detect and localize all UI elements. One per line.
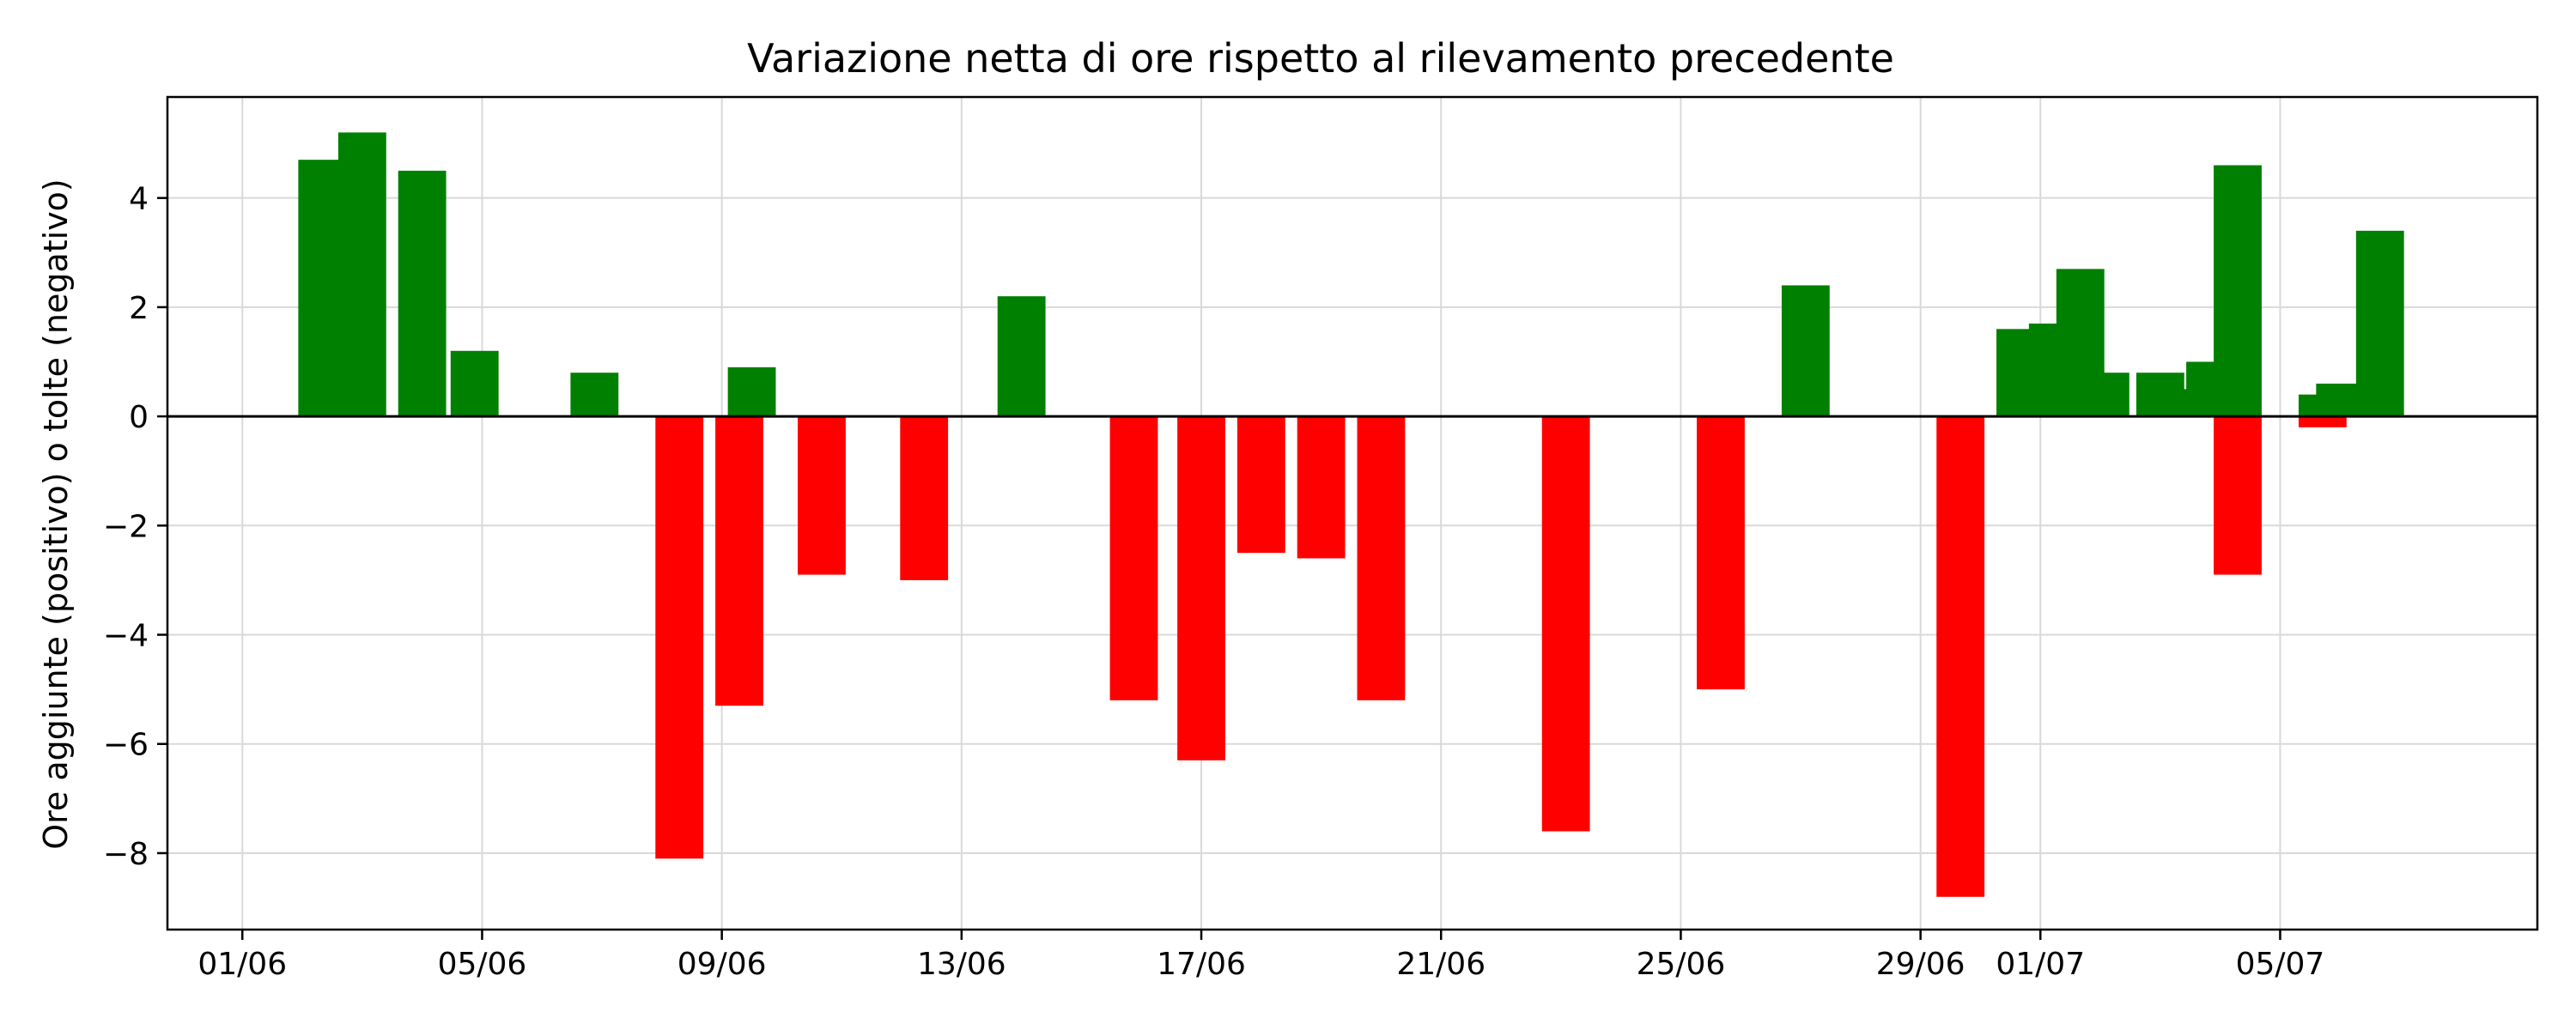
y-tick-label: −8 (103, 837, 149, 872)
bar (2214, 165, 2262, 417)
bar (1781, 285, 1830, 417)
bar (900, 416, 949, 580)
bar (450, 350, 499, 417)
x-axis: 01/06 05/06 09/06 13/06 17/06 21/06 25/06 29/06… (197, 930, 2324, 982)
bar (398, 170, 447, 417)
x-tick-label: 29/06 (1876, 947, 1965, 982)
bar (727, 367, 776, 417)
x-tick-label: 13/06 (917, 947, 1006, 982)
x-tick-label: 09/06 (677, 947, 767, 982)
y-tick-label: −4 (103, 619, 149, 654)
bars (298, 132, 2404, 897)
y-tick-label: 0 (129, 400, 149, 435)
y-tick-label: −6 (103, 728, 149, 763)
bar (1109, 416, 1158, 700)
x-tick-label: 01/06 (197, 947, 287, 982)
x-tick-label: 25/06 (1637, 947, 1726, 982)
bar (2214, 416, 2262, 575)
y-tick-label: 4 (129, 182, 149, 217)
bar (1177, 416, 1225, 760)
gridlines (167, 97, 2537, 930)
bar (2081, 373, 2129, 417)
x-tick-label: 21/06 (1396, 947, 1485, 982)
bar (1697, 416, 1745, 690)
bar (1541, 416, 1590, 832)
bar (997, 296, 1046, 417)
bar (2298, 416, 2347, 427)
bar (715, 416, 763, 706)
chart-title: Variazione netta di ore rispetto al rile… (747, 35, 1894, 82)
x-tick-label: 05/07 (2236, 947, 2325, 982)
y-axis-label: Ore aggiunte (positivo) o tolte (negativ… (37, 179, 75, 850)
x-tick-label: 01/07 (1996, 947, 2085, 982)
plot-frame (166, 95, 2539, 931)
bar (337, 132, 386, 417)
bar (2355, 230, 2404, 417)
x-tick-label: 05/06 (438, 947, 527, 982)
bar (1297, 416, 1346, 559)
y-axis: −8 −6 −4 −2 0 2 4 (103, 182, 167, 872)
bar (1357, 416, 1406, 700)
y-tick-label: 2 (129, 291, 149, 326)
bar (1236, 416, 1285, 554)
x-tick-label: 17/06 (1157, 947, 1246, 982)
bar (570, 373, 619, 417)
bar (655, 416, 704, 859)
y-tick-label: −2 (103, 509, 149, 544)
bar (1936, 416, 1985, 897)
bar (798, 416, 846, 575)
